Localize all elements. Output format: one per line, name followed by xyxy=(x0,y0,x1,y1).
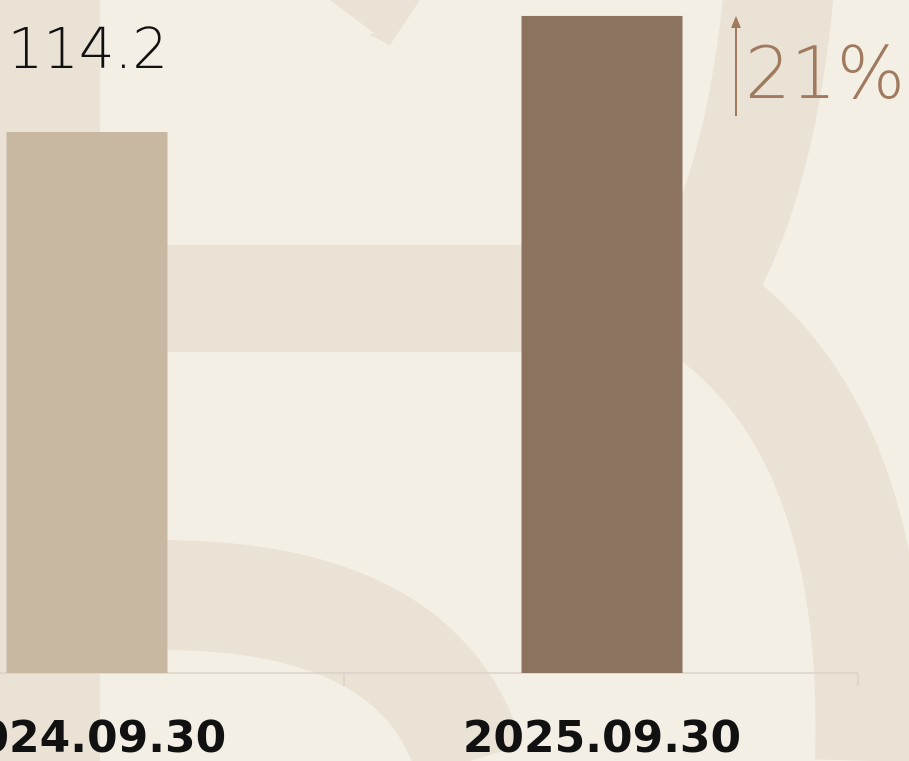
x-tick-label: 2025.09.30 xyxy=(463,712,741,761)
bar xyxy=(6,132,168,673)
annotation: 21% xyxy=(745,31,905,115)
bar xyxy=(521,15,683,673)
x-tick-label: 2024.09.30 xyxy=(0,712,226,761)
arrow-head xyxy=(731,16,741,28)
value-label: 114.2 xyxy=(8,17,168,82)
